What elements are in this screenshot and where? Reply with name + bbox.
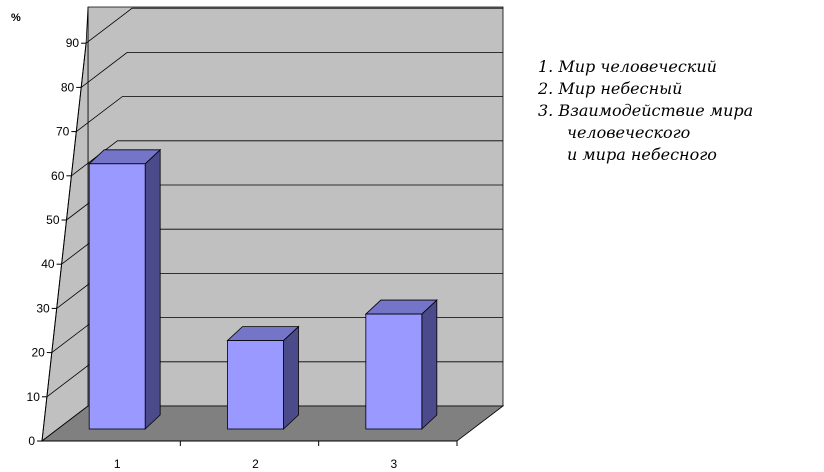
y-tick-label-80: 80: [61, 80, 75, 94]
x-tick-label-2: 2: [252, 457, 259, 471]
legend-item-3-line-2: человеческого: [567, 123, 691, 142]
y-tick-label-20: 20: [31, 346, 45, 360]
x-tick-label-1: 1: [114, 457, 121, 471]
bar-front-2: [227, 340, 284, 430]
y-axis-line: [41, 43, 87, 442]
y-tick-label-70: 70: [56, 125, 70, 139]
y-tick-label-50: 50: [46, 213, 60, 227]
gridline-70: [76, 96, 503, 132]
y-tick-label-0: 0: [28, 434, 35, 448]
axes: [41, 43, 457, 442]
y-tick-label-10: 10: [27, 390, 41, 404]
bar-front-1: [88, 163, 146, 430]
y-tick-label-60: 60: [51, 169, 65, 183]
bar-front-3: [365, 313, 423, 430]
bar-1: [88, 148, 162, 430]
gridline-90: [85, 7, 503, 44]
x-tick-label-3: 3: [390, 457, 397, 471]
y-axis-ticks: 0 10 20 30 40 50 60 70 80 90: [27, 36, 87, 448]
bar-side-2: [283, 325, 299, 430]
legend: 1. Мир человеческий 2. Мир небесный 3. В…: [538, 56, 753, 166]
bar-side-1: [144, 148, 161, 430]
legend-item-3: 3. Взаимодействие мира: [538, 101, 754, 120]
gridline-80: [80, 52, 503, 88]
legend-item-1: 1. Мир человеческий: [538, 57, 717, 76]
bar-side-3: [421, 299, 438, 430]
bar-2: [226, 325, 300, 430]
gridline-60: [71, 140, 503, 177]
y-tick-label-30: 30: [36, 301, 50, 315]
y-axis-unit-label: %: [11, 12, 21, 24]
y-tick-label-40: 40: [41, 257, 55, 271]
y-tick-label-90: 90: [66, 36, 80, 50]
bar-3: [364, 299, 438, 430]
x-axis-ticks: 1 2 3: [114, 441, 458, 471]
legend-item-2: 2. Мир небесный: [538, 79, 683, 98]
legend-item-3-line-3: и мира небесного: [567, 145, 717, 164]
bars: [88, 148, 438, 430]
